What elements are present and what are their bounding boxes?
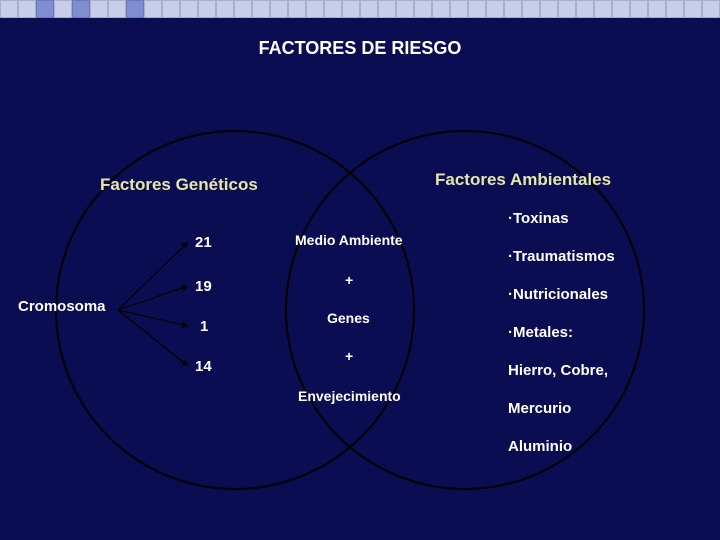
topbar-cell [558,0,576,18]
topbar-cell [234,0,252,18]
topbar-cell [630,0,648,18]
topbar-cell [108,0,126,18]
topbar-cell [432,0,450,18]
topbar-cell [594,0,612,18]
center-item-2: Genes [327,310,370,326]
slide: FACTORES DE RIESGO Factores Genéticos Fa… [0,0,720,540]
topbar-cell [216,0,234,18]
topbar-cell [270,0,288,18]
topbar-cell [468,0,486,18]
chromosome-value-2: 1 [200,318,208,335]
env-item-1: ·Traumatismos [508,248,615,265]
heading-environmental-factors: Factores Ambientales [435,170,611,190]
topbar-cell [504,0,522,18]
topbar-cell [54,0,72,18]
env-item-0: ·Toxinas [508,210,569,227]
env-item-6: Aluminio [508,438,572,455]
topbar-cell [180,0,198,18]
topbar-cell [702,0,720,18]
topbar-cell [522,0,540,18]
env-item-5: Mercurio [508,400,571,417]
topbar-cell [414,0,432,18]
chromosome-value-3: 14 [195,358,212,375]
topbar-cell [666,0,684,18]
topbar-cell [126,0,144,18]
topbar-cell [198,0,216,18]
topbar-cell [36,0,54,18]
topbar-cell [0,0,18,18]
center-item-4: Envejecimiento [298,388,401,404]
topbar-cell [648,0,666,18]
topbar-cell [360,0,378,18]
chromosome-value-1: 19 [195,278,212,295]
env-item-2: ·Nutricionales [508,286,608,303]
topbar-cell [576,0,594,18]
topbar-cell [90,0,108,18]
heading-genetic-factors: Factores Genéticos [100,175,258,195]
topbar-cell [18,0,36,18]
topbar-cell [378,0,396,18]
topbar-cell [450,0,468,18]
chromosome-value-0: 21 [195,234,212,251]
slide-title: FACTORES DE RIESGO [0,38,720,59]
topbar-cell [684,0,702,18]
env-item-3: ·Metales: [508,324,573,341]
topbar-cell [612,0,630,18]
center-item-0: Medio Ambiente [295,232,403,248]
topbar-cell [396,0,414,18]
top-decoration-bar [0,0,720,18]
topbar-cell [162,0,180,18]
topbar-cell [486,0,504,18]
topbar-cell [324,0,342,18]
chromosome-label: Cromosoma [18,298,106,315]
center-item-1: + [345,272,353,288]
topbar-cell [72,0,90,18]
center-item-3: + [345,348,353,364]
topbar-cell [144,0,162,18]
topbar-cell [342,0,360,18]
topbar-cell [288,0,306,18]
topbar-cell [306,0,324,18]
topbar-cell [252,0,270,18]
topbar-cell [540,0,558,18]
env-item-4: Hierro, Cobre, [508,362,608,379]
